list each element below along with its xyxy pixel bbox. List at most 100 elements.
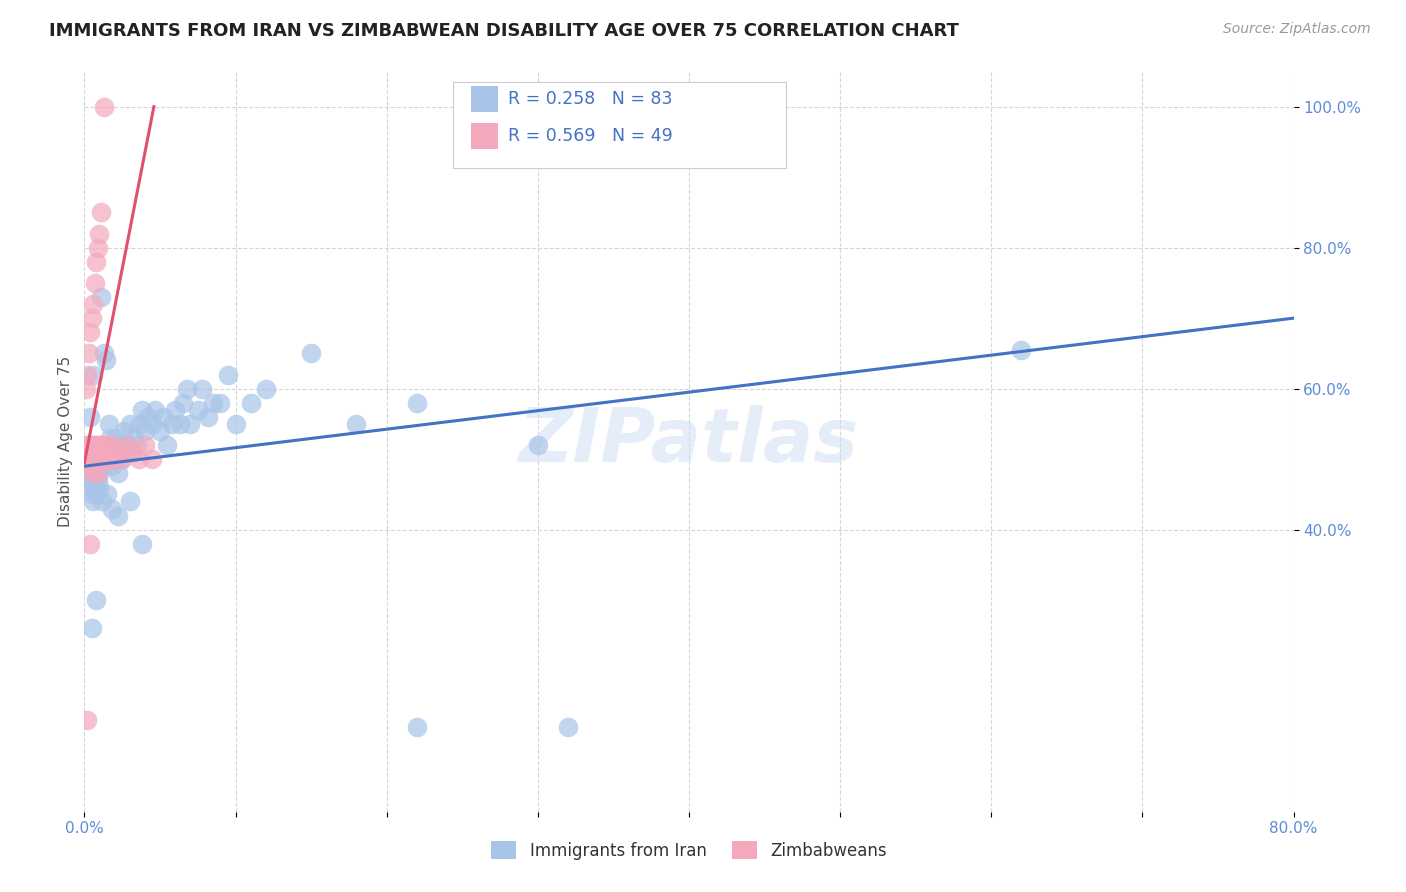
- Point: [79, 409, 101, 424]
- Point: [79, 537, 101, 551]
- Point: [98, 431, 121, 445]
- Point: [107, 508, 129, 523]
- Point: [86, 467, 108, 481]
- Point: [131, 537, 153, 551]
- Text: R = 0.258   N = 83: R = 0.258 N = 83: [508, 90, 672, 108]
- Point: [80, 452, 103, 467]
- Point: [254, 382, 277, 396]
- Point: [87, 438, 110, 452]
- Point: [79, 480, 101, 494]
- Point: [86, 445, 108, 459]
- Point: [87, 241, 110, 255]
- Point: [86, 254, 108, 268]
- Point: [91, 438, 114, 452]
- Point: [79, 452, 101, 467]
- Y-axis label: Disability Age Over 75: Disability Age Over 75: [58, 356, 73, 527]
- Point: [75, 382, 97, 396]
- Point: [108, 438, 131, 452]
- Point: [84, 438, 107, 452]
- Point: [80, 487, 103, 501]
- Point: [87, 452, 110, 467]
- FancyBboxPatch shape: [453, 82, 786, 168]
- Point: [111, 452, 134, 467]
- Point: [141, 417, 163, 431]
- Point: [112, 424, 135, 438]
- Point: [77, 346, 100, 360]
- Point: [114, 445, 136, 459]
- Point: [93, 445, 115, 459]
- Point: [90, 205, 112, 219]
- Point: [346, 417, 368, 431]
- Point: [91, 494, 114, 508]
- Point: [98, 452, 121, 467]
- Point: [176, 382, 198, 396]
- Point: [115, 438, 138, 452]
- Point: [136, 409, 159, 424]
- Point: [152, 409, 174, 424]
- Point: [89, 227, 111, 241]
- Point: [160, 417, 183, 431]
- Point: [89, 467, 111, 481]
- Point: [141, 452, 163, 467]
- Point: [96, 438, 118, 452]
- Point: [93, 346, 115, 360]
- Point: [129, 417, 152, 431]
- Point: [77, 452, 100, 467]
- Point: [201, 396, 224, 410]
- Point: [156, 438, 179, 452]
- Point: [89, 480, 111, 494]
- Point: [120, 445, 142, 459]
- Point: [179, 417, 201, 431]
- Point: [84, 438, 107, 452]
- Point: [104, 452, 127, 467]
- FancyBboxPatch shape: [471, 123, 498, 149]
- Point: [169, 417, 191, 431]
- Point: [107, 445, 129, 459]
- Point: [82, 445, 104, 459]
- Point: [89, 445, 111, 459]
- Point: [86, 445, 108, 459]
- Point: [87, 467, 110, 481]
- Point: [86, 452, 108, 467]
- Point: [149, 424, 172, 438]
- Point: [79, 325, 101, 339]
- Point: [105, 431, 128, 445]
- Point: [239, 396, 262, 410]
- Point: [121, 445, 143, 459]
- Point: [77, 473, 100, 487]
- Point: [80, 311, 103, 326]
- Point: [80, 467, 103, 481]
- Point: [100, 438, 122, 452]
- Point: [225, 417, 247, 431]
- Point: [86, 593, 108, 607]
- Point: [86, 487, 108, 501]
- Point: [111, 452, 134, 467]
- Point: [96, 487, 118, 501]
- Point: [191, 382, 214, 396]
- Point: [134, 424, 156, 438]
- Text: IMMIGRANTS FROM IRAN VS ZIMBABWEAN DISABILITY AGE OVER 75 CORRELATION CHART: IMMIGRANTS FROM IRAN VS ZIMBABWEAN DISAB…: [49, 22, 959, 40]
- Point: [104, 452, 127, 467]
- Point: [90, 459, 112, 474]
- Point: [84, 480, 107, 494]
- Point: [187, 402, 209, 417]
- Point: [100, 459, 122, 474]
- Point: [82, 368, 104, 382]
- Text: Source: ZipAtlas.com: Source: ZipAtlas.com: [1223, 22, 1371, 37]
- Point: [94, 353, 117, 368]
- Point: [80, 452, 103, 467]
- Point: [118, 494, 141, 508]
- Point: [82, 467, 104, 481]
- Point: [80, 438, 103, 452]
- Point: [134, 438, 156, 452]
- Point: [172, 396, 194, 410]
- Point: [299, 346, 322, 360]
- Point: [82, 494, 104, 508]
- Point: [115, 438, 138, 452]
- Point: [131, 402, 153, 417]
- Point: [77, 438, 100, 452]
- Point: [122, 431, 145, 445]
- Point: [77, 459, 100, 474]
- Point: [93, 100, 115, 114]
- Point: [100, 501, 122, 516]
